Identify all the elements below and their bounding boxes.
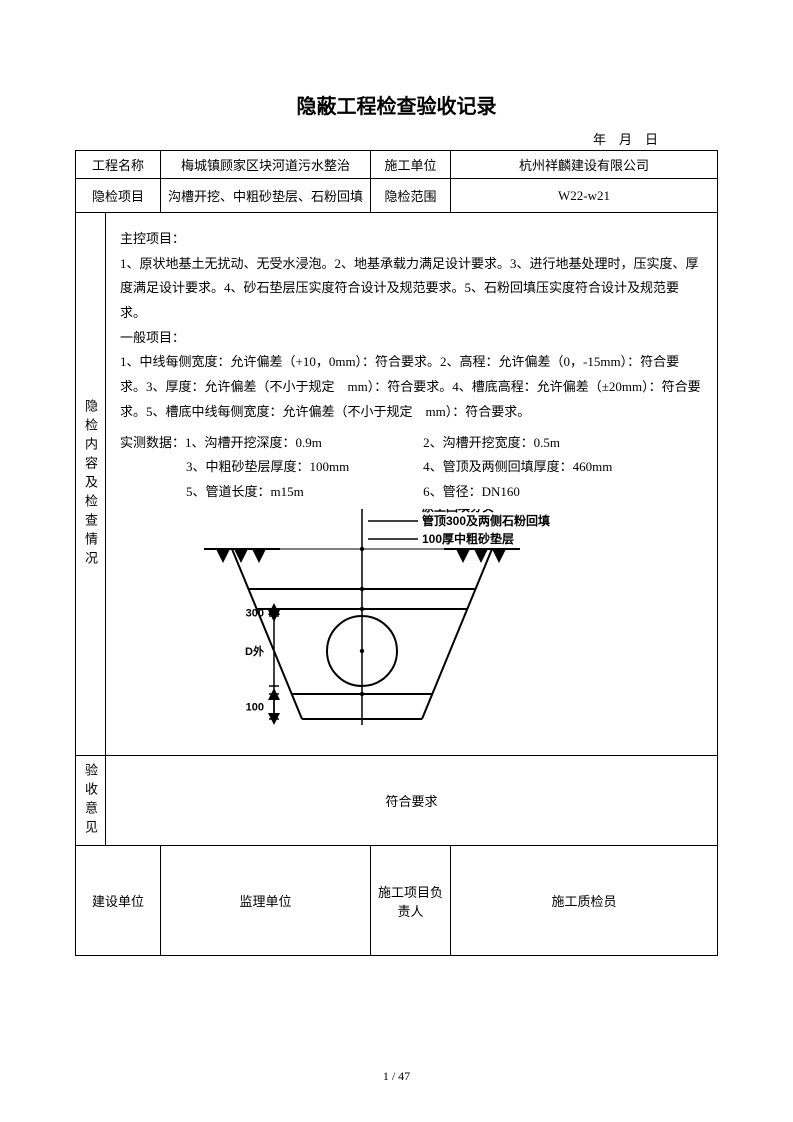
content-side-label: 隐检内容及检查情况	[76, 213, 106, 756]
measured-5: 5、管道长度：m15m	[120, 480, 423, 505]
sig-build-unit: 建设单位	[76, 846, 161, 956]
measured-heading: 实测数据：	[120, 435, 185, 450]
date-line: 年 月 日	[75, 129, 718, 148]
item-label: 隐检项目	[76, 179, 161, 213]
general-text: 1、中线每侧宽度：允许偏差（+10，0mm）：符合要求。2、高程：允许偏差（0，…	[120, 350, 703, 424]
main-text: 1、原状地基土无扰动、无受水浸泡。2、地基承载力满足设计要求。3、进行地基处理时…	[120, 252, 703, 326]
sig-qc: 施工质检员	[451, 846, 718, 956]
inspection-table: 工程名称 梅城镇顾家区块河道污水整治 施工单位 杭州祥麟建设有限公司 隐检项目 …	[75, 150, 718, 956]
measured-block: 实测数据：1、沟槽开挖深度：0.9m 2、沟槽开挖宽度：0.5m 3、中粗砂垫层…	[120, 431, 703, 505]
sig-supervise-unit: 监理单位	[161, 846, 371, 956]
measured-3: 3、中粗砂垫层厚度：100mm	[120, 455, 423, 480]
trench-diagram: 300D外100原土回填夯实管顶300及两侧石粉回填100厚中粗砂垫层	[120, 509, 703, 748]
table-row: 隐检项目 沟槽开挖、中粗砂垫层、石粉回填 隐检范围 W22-w21	[76, 179, 718, 213]
svg-text:100厚中粗砂垫层: 100厚中粗砂垫层	[422, 531, 514, 546]
scope-value: W22-w21	[451, 179, 718, 213]
table-row: 建设单位 监理单位 施工项目负责人 施工质检员	[76, 846, 718, 956]
page-number: 1 / 47	[0, 1069, 793, 1084]
acceptance-opinion: 符合要求	[106, 756, 718, 846]
item-value: 沟槽开挖、中粗砂垫层、石粉回填	[161, 179, 371, 213]
scope-label: 隐检范围	[371, 179, 451, 213]
constr-unit-label: 施工单位	[371, 151, 451, 179]
svg-text:D外: D外	[245, 644, 264, 658]
constr-unit-value: 杭州祥麟建设有限公司	[451, 151, 718, 179]
svg-text:300: 300	[245, 607, 263, 619]
table-row: 隐检内容及检查情况 主控项目： 1、原状地基土无扰动、无受水浸泡。2、地基承载力…	[76, 213, 718, 756]
proj-name-value: 梅城镇顾家区块河道污水整治	[161, 151, 371, 179]
measured-4: 4、管顶及两侧回填厚度：460mm	[423, 455, 703, 480]
measured-2: 2、沟槽开挖宽度：0.5m	[423, 431, 703, 456]
measured-6: 6、管径：DN160	[423, 480, 703, 505]
main-heading: 主控项目：	[120, 227, 703, 252]
measured-1: 1、沟槽开挖深度：0.9m	[185, 435, 322, 450]
sig-proj-lead: 施工项目负责人	[371, 846, 451, 956]
svg-text:100: 100	[245, 701, 263, 713]
proj-name-label: 工程名称	[76, 151, 161, 179]
table-row: 验收意见 符合要求	[76, 756, 718, 846]
page-title: 隐蔽工程检查验收记录	[75, 90, 718, 119]
general-heading: 一般项目：	[120, 326, 703, 351]
table-row: 工程名称 梅城镇顾家区块河道污水整治 施工单位 杭州祥麟建设有限公司	[76, 151, 718, 179]
svg-text:管顶300及两侧石粉回填: 管顶300及两侧石粉回填	[422, 513, 550, 528]
acceptance-side-label: 验收意见	[76, 756, 106, 846]
